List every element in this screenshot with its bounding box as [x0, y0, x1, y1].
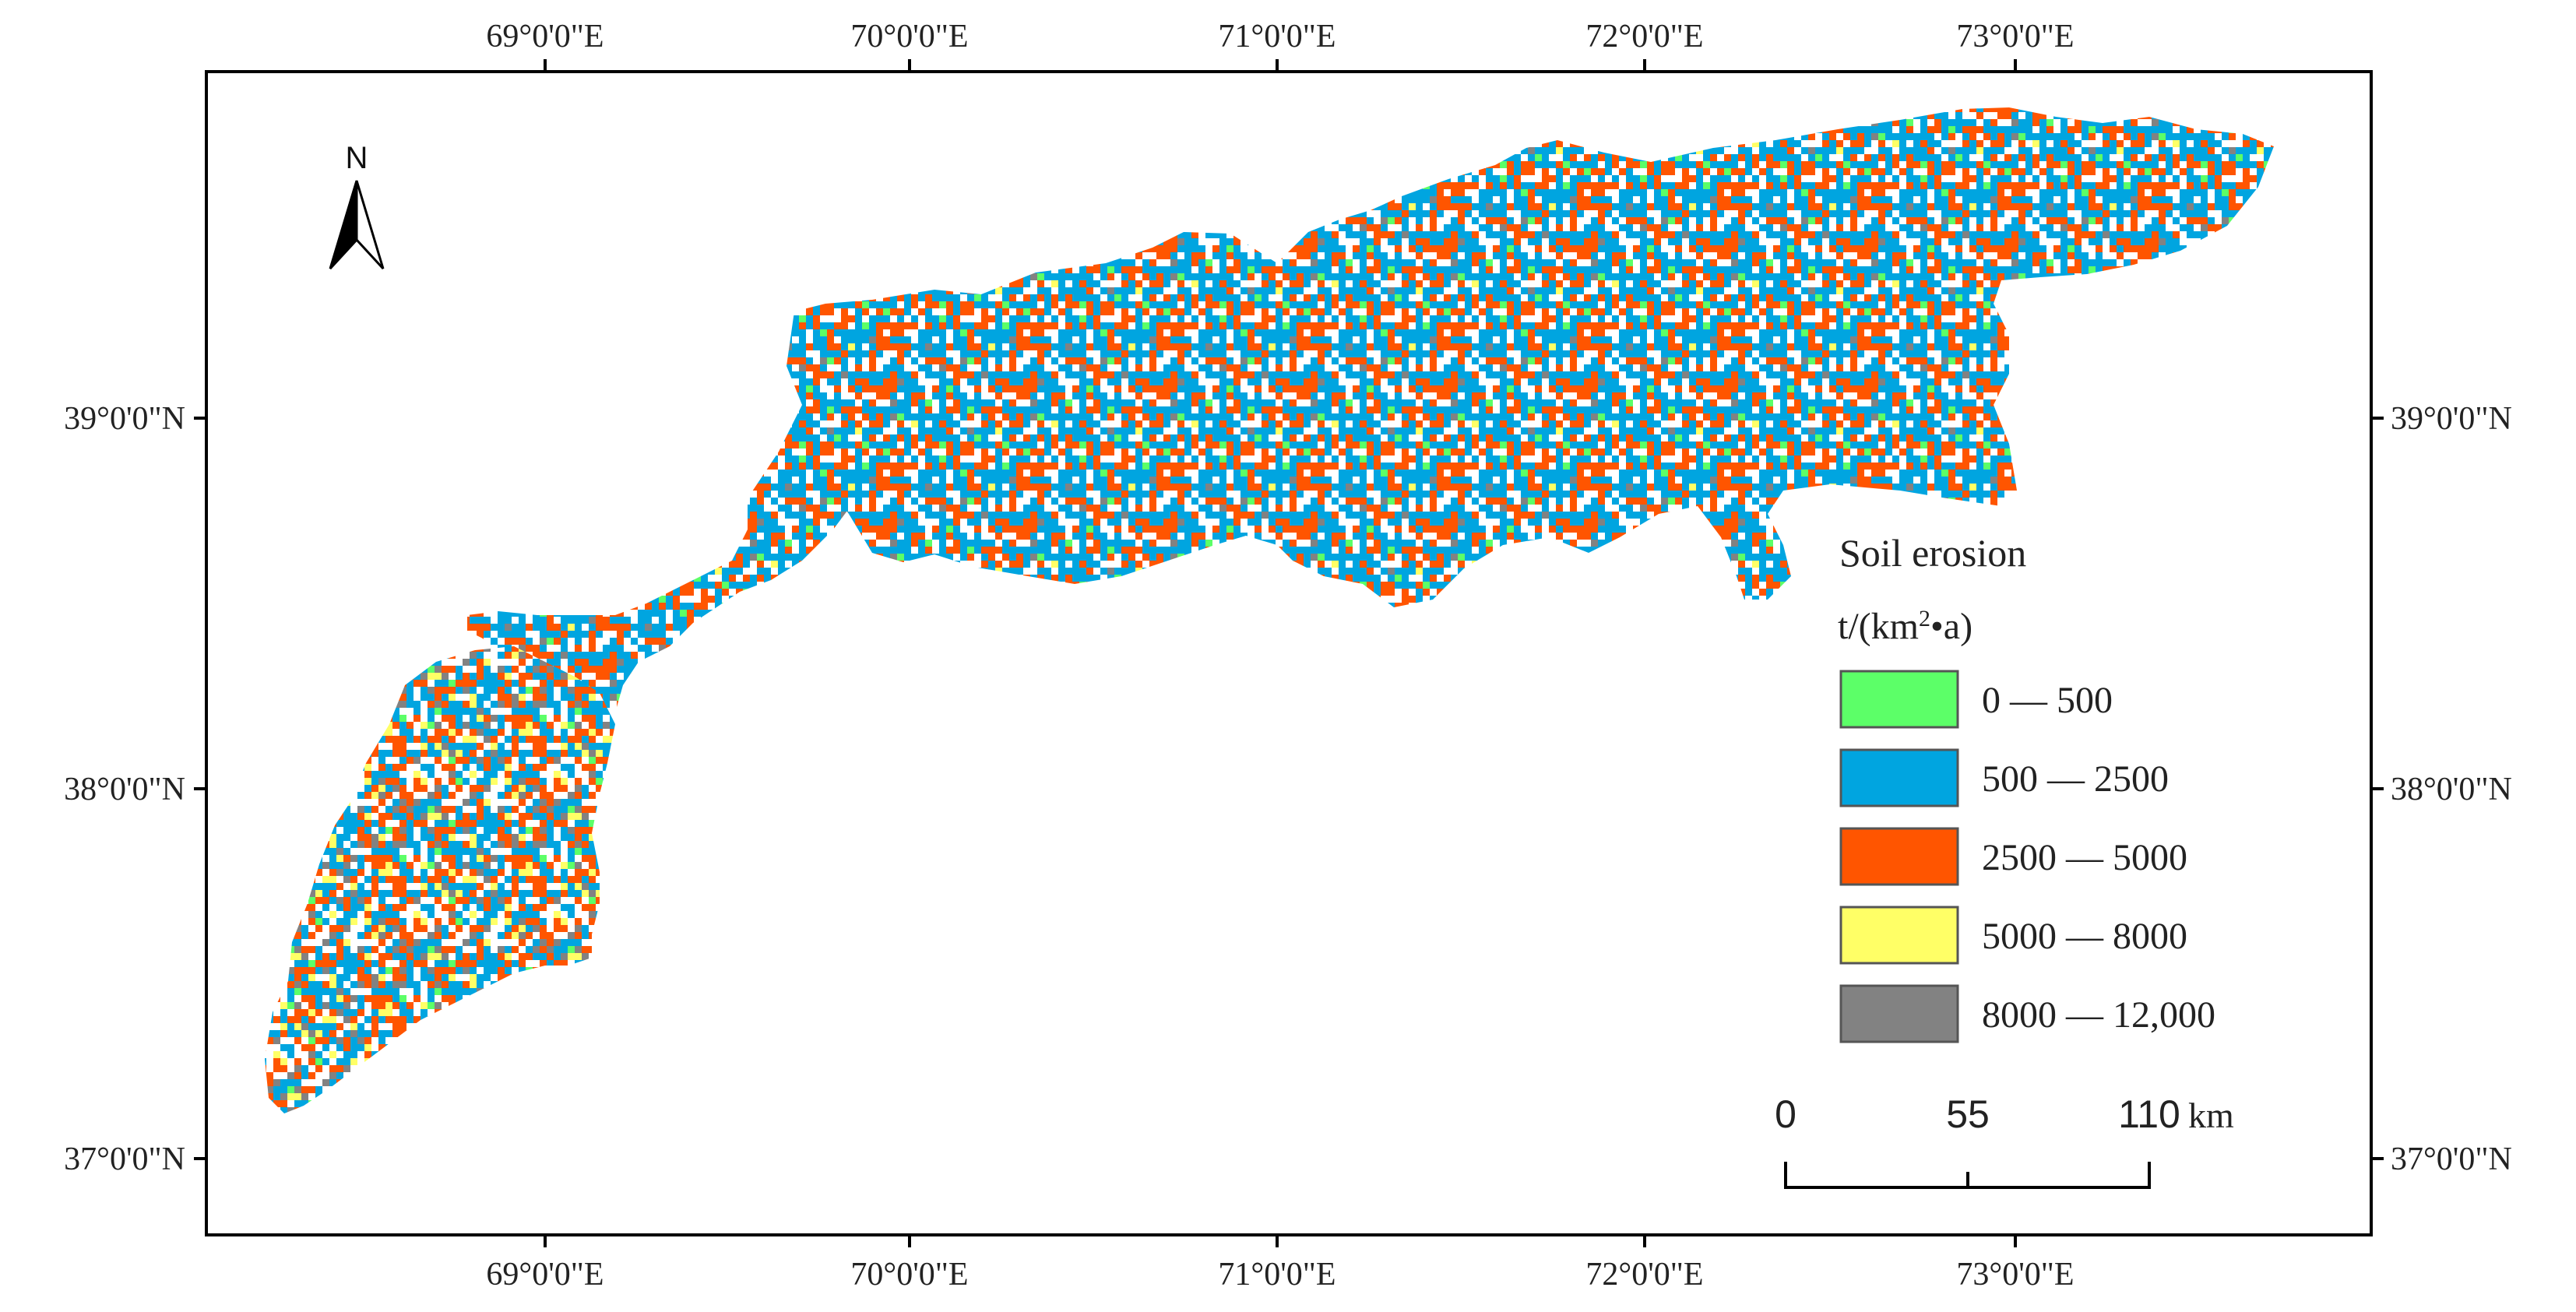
scale-label-2: 110	[2118, 1092, 2180, 1136]
tick-marks	[194, 59, 2384, 1247]
bottom-tick-label-2: 71°0'0"E	[1218, 1257, 1336, 1293]
legend-label-2: 2500 — 5000	[1982, 837, 2187, 878]
left-tick-label-2: 37°0'0"N	[64, 1141, 185, 1177]
bottom-tick-label-3: 72°0'0"E	[1585, 1257, 1703, 1293]
scale-label-1: 55	[1946, 1092, 1990, 1136]
bottom-tick-label-4: 73°0'0"E	[1956, 1257, 2074, 1293]
legend-label-0: 0 — 500	[1982, 680, 2113, 721]
top-tick-label-3: 72°0'0"E	[1585, 19, 1703, 55]
legend-label-1: 500 — 2500	[1982, 758, 2169, 800]
scale-label-0: 0	[1775, 1092, 1797, 1136]
legend-swatch-4	[1839, 984, 1959, 1043]
north-label: N	[346, 141, 368, 175]
bottom-tick-label-0: 69°0'0"E	[486, 1257, 604, 1293]
top-tick-label-1: 70°0'0"E	[850, 19, 968, 55]
top-tick-label-0: 69°0'0"E	[486, 19, 604, 55]
legend: Soil erosion t/(km2•a) 0 — 500 500 — 250…	[1838, 531, 2215, 1043]
legend-swatch-2	[1839, 827, 1959, 886]
legend-swatch-0	[1839, 670, 1959, 729]
legend-unit: t/(km2•a)	[1838, 606, 1972, 648]
top-tick-label-2: 71°0'0"E	[1218, 19, 1336, 55]
top-tick-label-4: 73°0'0"E	[1956, 19, 2074, 55]
right-tick-label-2: 37°0'0"N	[2391, 1141, 2512, 1177]
legend-label-4: 8000 — 12,000	[1982, 994, 2215, 1036]
north-arrow-icon: N	[329, 141, 385, 270]
left-tick-label-1: 38°0'0"N	[64, 772, 185, 807]
scale-bar: 0 55 110 km	[1775, 1092, 2234, 1189]
right-tick-label-0: 39°0'0"N	[2391, 401, 2512, 437]
legend-swatch-1	[1839, 748, 1959, 807]
scale-unit: km	[2188, 1096, 2234, 1135]
region-corridor-polygon	[467, 405, 857, 712]
legend-swatch-3	[1839, 906, 1959, 965]
bottom-tick-label-1: 70°0'0"E	[850, 1257, 968, 1293]
right-tick-label-1: 38°0'0"N	[2391, 772, 2512, 807]
legend-label-3: 5000 — 8000	[1982, 916, 2187, 957]
left-tick-label-0: 39°0'0"N	[64, 401, 185, 437]
region-east-polygon	[787, 107, 2274, 607]
region-southwest-polygon	[265, 646, 615, 1113]
legend-title: Soil erosion	[1839, 531, 2026, 575]
study-region	[265, 107, 2274, 1113]
